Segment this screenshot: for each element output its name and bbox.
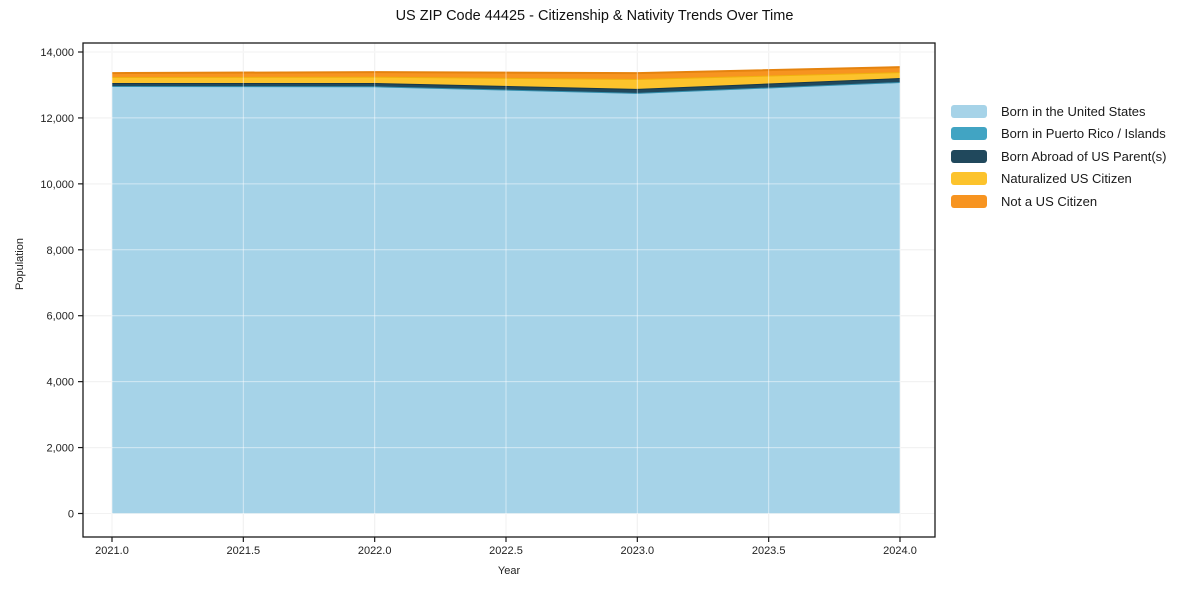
x-tick-label: 2023.0 [621,545,655,557]
plot-border [82,42,936,538]
y-tick-label: 10,000 [40,179,74,191]
legend-label: Born in Puerto Rico / Islands [1001,126,1166,142]
legend-item: Born Abroad of US Parent(s) [951,148,1167,164]
y-tick-label: 12,000 [40,113,74,125]
legend-item: Not a US Citizen [951,193,1166,209]
legend-label: Born in the United States [1001,104,1146,119]
legend-swatch-icon [951,105,987,118]
legend-item: Naturalized US Citizen [951,171,1166,187]
y-tick-label: 0 [68,509,74,521]
legend-swatch-icon [951,172,987,186]
legend-swatch-icon [951,194,987,208]
chart-title: US ZIP Code 44425 - Citizenship & Nativi… [395,8,794,24]
x-axis-label: Year [497,565,521,577]
legend: Born in the United States Born in Puerto … [951,105,1166,217]
x-tick-label: 2022.0 [358,545,392,557]
legend-swatch-icon [951,127,987,141]
x-tick-label: 2021.5 [227,545,261,557]
legend-item: Born in Puerto Rico / Islands [951,126,1166,142]
axis-ticks [78,51,901,542]
x-tick-label: 2021.0 [95,545,129,557]
y-tick-label: 4,000 [46,377,74,389]
y-tick-label: 6,000 [46,311,74,323]
y-tick-label: 8,000 [46,245,74,257]
y-tick-label: 2,000 [46,443,74,455]
legend-swatch-icon [951,149,987,163]
legend-label: Naturalized US Citizen [1001,171,1132,187]
x-tick-label: 2024.0 [883,545,917,557]
legend-item: Born in the United States [951,105,1166,118]
area-2 [112,78,901,93]
gridlines-overlay [83,43,935,537]
legend-label: Born Abroad of US Parent(s) [1001,148,1167,164]
x-tick-label: 2023.5 [752,545,786,557]
x-tick-label: 2022.5 [489,545,523,557]
y-tick-label: 14,000 [40,47,74,59]
legend-label: Not a US Citizen [1001,193,1098,209]
tick-labels: 2021.0 2021.5 2022.0 2022.5 2023.0 2023.5 2024… [40,47,916,557]
